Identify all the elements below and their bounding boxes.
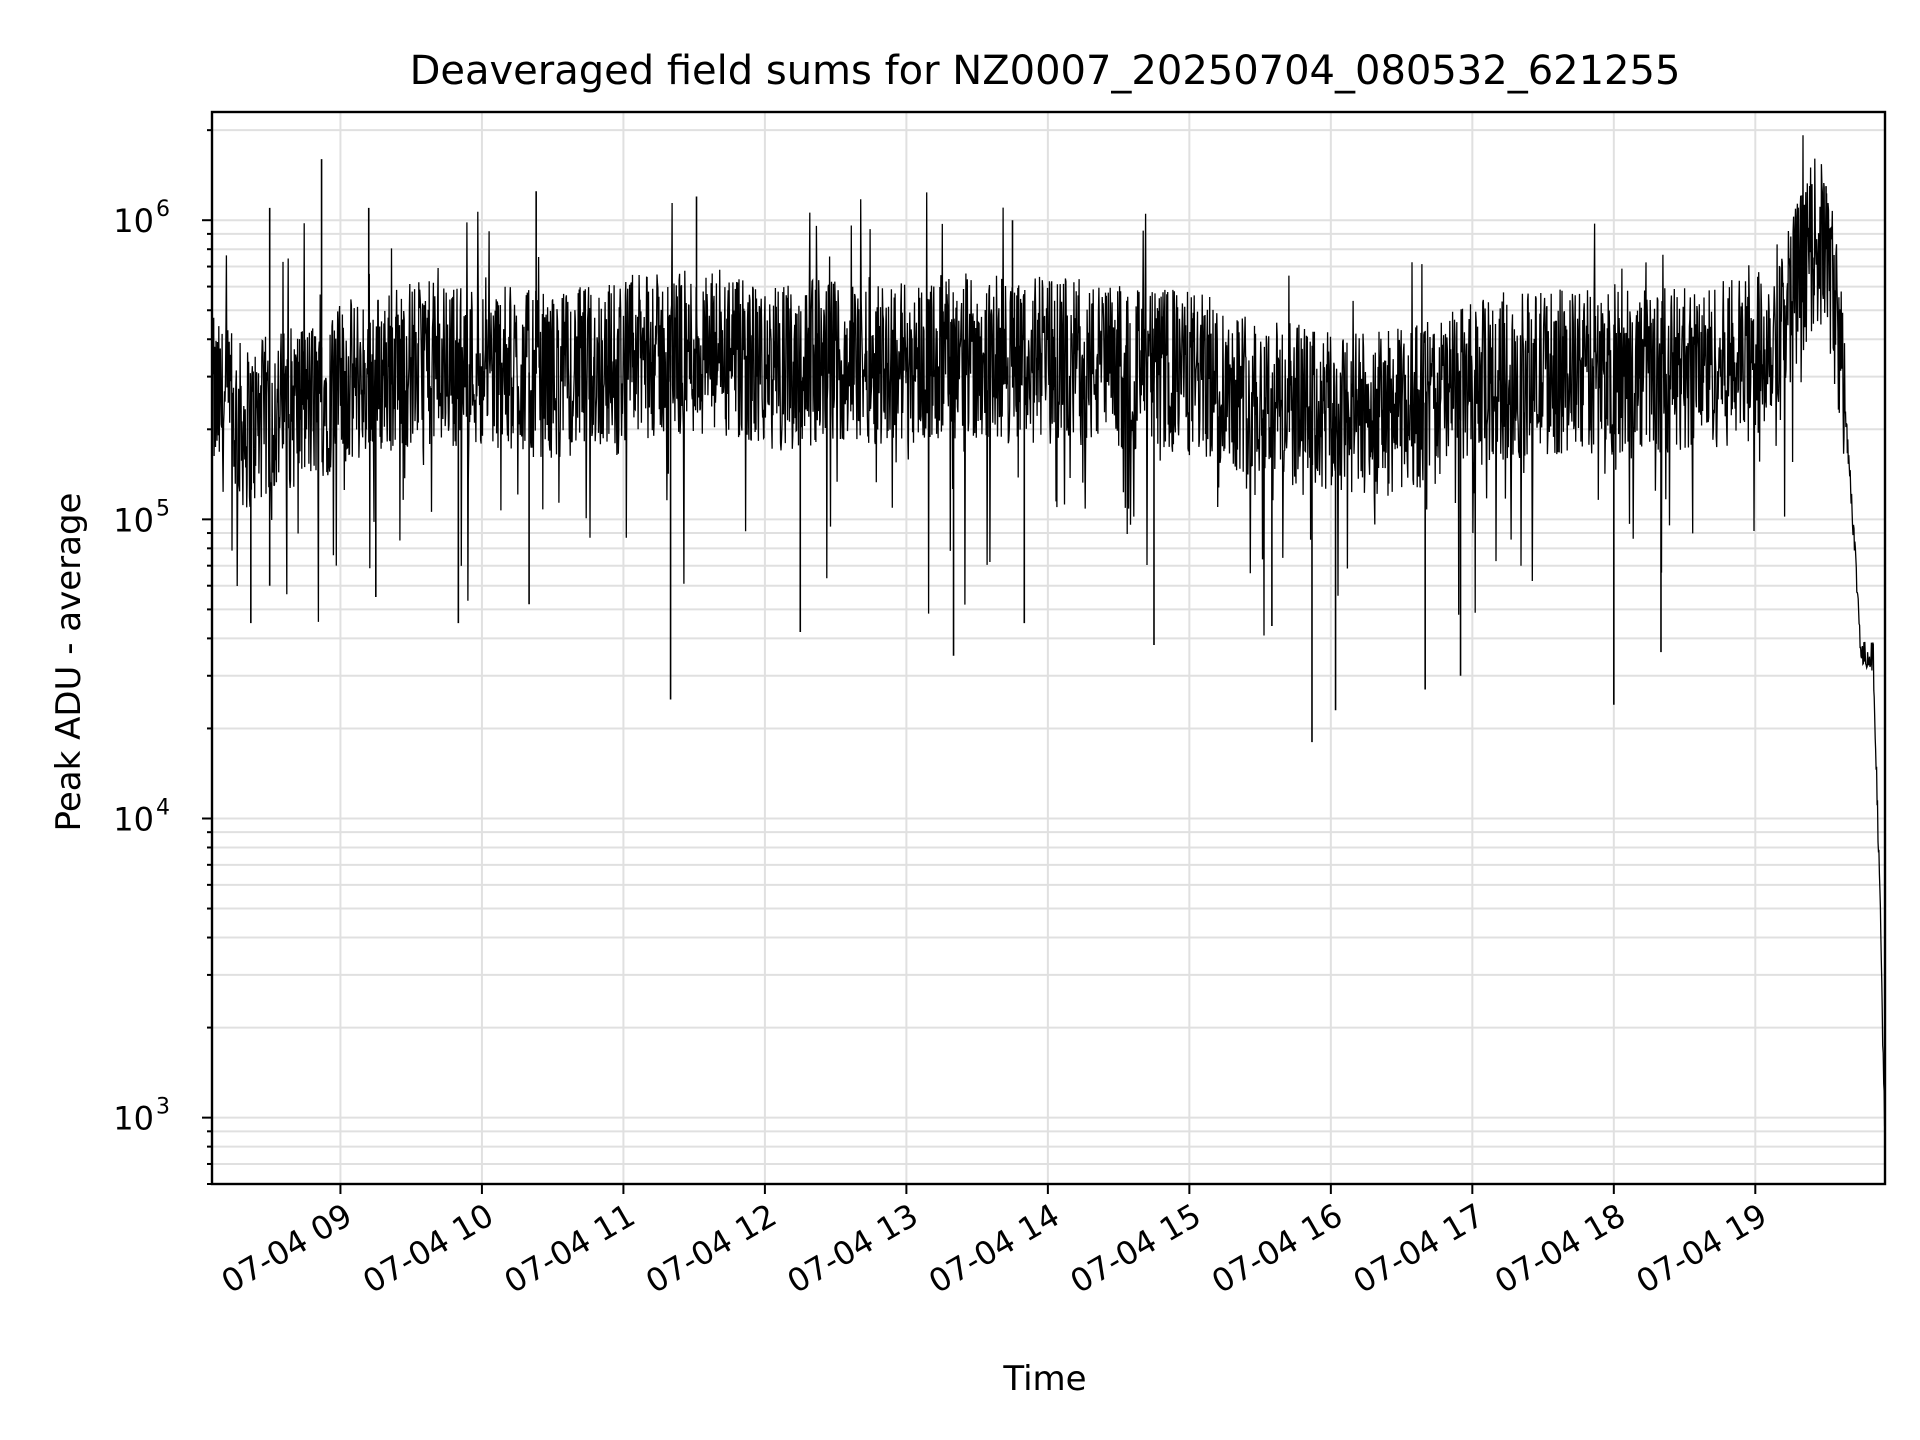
y-tick-exponent: 5 [156, 496, 170, 521]
data-line [212, 135, 1886, 1127]
y-axis-label: Peak ADU - average [49, 493, 89, 832]
y-tick-exponent: 4 [156, 795, 170, 820]
y-tick-exponent: 3 [156, 1095, 170, 1120]
series-line [212, 135, 1886, 1127]
y-tick-label: 10 [113, 202, 154, 240]
y-tick-exponent: 6 [156, 197, 170, 222]
y-tick-label: 10 [113, 800, 154, 838]
y-tick-label: 10 [113, 1100, 154, 1138]
chart-title: Deaveraged field sums for NZ0007_2025070… [410, 48, 1681, 94]
x-axis-label: Time [1002, 1359, 1086, 1399]
y-tick-label: 10 [113, 501, 154, 539]
